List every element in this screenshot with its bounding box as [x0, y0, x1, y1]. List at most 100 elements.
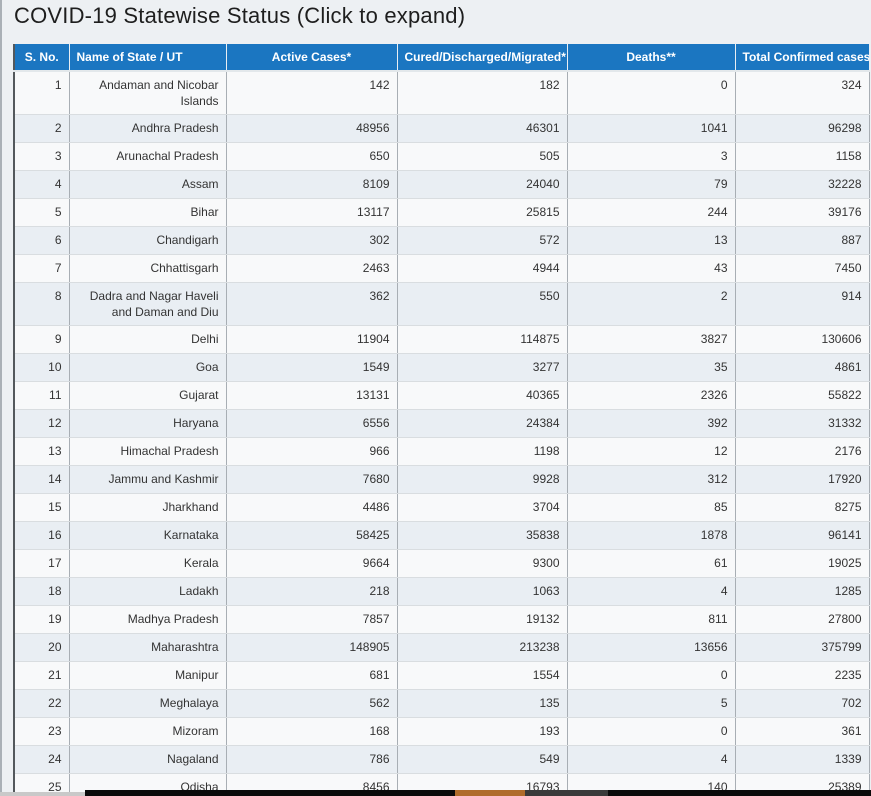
bottom-strip-gray-segment: [0, 792, 85, 796]
column-header-deaths: Deaths**: [567, 44, 736, 72]
table-row: 23 Mizoram 168 193 0 361: [14, 717, 870, 746]
table-row: 21 Manipur 681 1554 0 2235: [14, 661, 870, 690]
column-header-state: Name of State / UT: [69, 44, 227, 72]
cell-cured: 24040: [397, 170, 568, 199]
cell-total-confirmed: 1339: [735, 745, 870, 774]
page-title[interactable]: COVID-19 Statewise Status (Click to expa…: [14, 3, 466, 28]
table-row: 7 Chhattisgarh 2463 4944 43 7450: [14, 254, 870, 283]
cell-deaths: 4: [567, 577, 736, 606]
cell-serial-number: 20: [14, 633, 70, 662]
table-row: 6 Chandigarh 302 572 13 887: [14, 226, 870, 255]
cell-total-confirmed: 7450: [735, 254, 870, 283]
bottom-strip-black-segment: [85, 790, 455, 796]
cell-serial-number: 3: [14, 142, 70, 171]
cell-serial-number: 23: [14, 717, 70, 746]
cell-cured: 213238: [397, 633, 568, 662]
cell-state-name: Assam: [69, 170, 227, 199]
cell-total-confirmed: 2176: [735, 437, 870, 466]
cell-total-confirmed: 19025: [735, 549, 870, 578]
cell-active-cases: 4486: [226, 493, 398, 522]
cell-serial-number: 14: [14, 465, 70, 494]
cell-state-name: Andhra Pradesh: [69, 114, 227, 143]
cell-deaths: 312: [567, 465, 736, 494]
cell-deaths: 2326: [567, 381, 736, 410]
column-header-active: Active Cases*: [226, 44, 398, 72]
bottom-strip-dark-segment: [525, 790, 608, 796]
table-row: 22 Meghalaya 562 135 5 702: [14, 689, 870, 718]
cell-state-name: Goa: [69, 353, 227, 382]
cell-active-cases: 148905: [226, 633, 398, 662]
column-header-total: Total Confirmed cases*: [735, 44, 870, 72]
cell-deaths: 1041: [567, 114, 736, 143]
cell-total-confirmed: 8275: [735, 493, 870, 522]
table-row: 13 Himachal Pradesh 966 1198 12 2176: [14, 437, 870, 466]
cell-cured: 572: [397, 226, 568, 255]
cell-deaths: 12: [567, 437, 736, 466]
table-row: 19 Madhya Pradesh 7857 19132 811 27800: [14, 605, 870, 634]
cell-serial-number: 11: [14, 381, 70, 410]
cell-cured: 19132: [397, 605, 568, 634]
table-header: S. No. Name of State / UT Active Cases* …: [14, 44, 870, 72]
cell-active-cases: 2463: [226, 254, 398, 283]
cell-state-name: Andaman and Nicobar Islands: [69, 71, 227, 115]
cell-deaths: 0: [567, 661, 736, 690]
cell-deaths: 61: [567, 549, 736, 578]
cell-state-name: Jharkhand: [69, 493, 227, 522]
cell-state-name: Madhya Pradesh: [69, 605, 227, 634]
cell-active-cases: 6556: [226, 409, 398, 438]
cell-total-confirmed: 96141: [735, 521, 870, 550]
table-row: 10 Goa 1549 3277 35 4861: [14, 353, 870, 382]
cell-serial-number: 10: [14, 353, 70, 382]
cell-serial-number: 17: [14, 549, 70, 578]
bottom-strip: [0, 790, 871, 796]
table-row: 2 Andhra Pradesh 48956 46301 1041 96298: [14, 114, 870, 143]
cell-deaths: 43: [567, 254, 736, 283]
table-header-row: S. No. Name of State / UT Active Cases* …: [14, 44, 870, 72]
cell-total-confirmed: 375799: [735, 633, 870, 662]
cell-cured: 4944: [397, 254, 568, 283]
cell-active-cases: 13117: [226, 198, 398, 227]
cell-state-name: Bihar: [69, 198, 227, 227]
cell-total-confirmed: 27800: [735, 605, 870, 634]
cell-serial-number: 6: [14, 226, 70, 255]
window-left-edge: [0, 0, 2, 796]
cell-state-name: Maharashtra: [69, 633, 227, 662]
table-row: 16 Karnataka 58425 35838 1878 96141: [14, 521, 870, 550]
cell-total-confirmed: 702: [735, 689, 870, 718]
cell-active-cases: 13131: [226, 381, 398, 410]
cell-deaths: 392: [567, 409, 736, 438]
cell-serial-number: 24: [14, 745, 70, 774]
cell-cured: 1554: [397, 661, 568, 690]
table-row: 9 Delhi 11904 114875 3827 130606: [14, 325, 870, 354]
cell-deaths: 1878: [567, 521, 736, 550]
table-row: 8 Dadra and Nagar Haveli and Daman and D…: [14, 282, 870, 326]
cell-cured: 135: [397, 689, 568, 718]
cell-active-cases: 966: [226, 437, 398, 466]
cell-serial-number: 25: [14, 773, 70, 796]
column-header-cured: Cured/Discharged/Migrated*: [397, 44, 568, 72]
cell-total-confirmed: 324: [735, 71, 870, 115]
cell-deaths: 5: [567, 689, 736, 718]
cell-state-name: Dadra and Nagar Haveli and Daman and Diu: [69, 282, 227, 326]
cell-active-cases: 48956: [226, 114, 398, 143]
cell-total-confirmed: 2235: [735, 661, 870, 690]
cell-serial-number: 2: [14, 114, 70, 143]
cell-deaths: 3: [567, 142, 736, 171]
cell-serial-number: 13: [14, 437, 70, 466]
cell-deaths: 2: [567, 282, 736, 326]
cell-state-name: Haryana: [69, 409, 227, 438]
cell-active-cases: 9664: [226, 549, 398, 578]
cell-state-name: Chandigarh: [69, 226, 227, 255]
cell-deaths: 85: [567, 493, 736, 522]
table-row: 1 Andaman and Nicobar Islands 142 182 0 …: [14, 71, 870, 115]
cell-state-name: Delhi: [69, 325, 227, 354]
cell-state-name: Nagaland: [69, 745, 227, 774]
cell-cured: 9300: [397, 549, 568, 578]
cell-active-cases: 1549: [226, 353, 398, 382]
cell-serial-number: 15: [14, 493, 70, 522]
cell-active-cases: 362: [226, 282, 398, 326]
cell-total-confirmed: 39176: [735, 198, 870, 227]
cell-active-cases: 142: [226, 71, 398, 115]
table-row: 17 Kerala 9664 9300 61 19025: [14, 549, 870, 578]
cell-cured: 505: [397, 142, 568, 171]
